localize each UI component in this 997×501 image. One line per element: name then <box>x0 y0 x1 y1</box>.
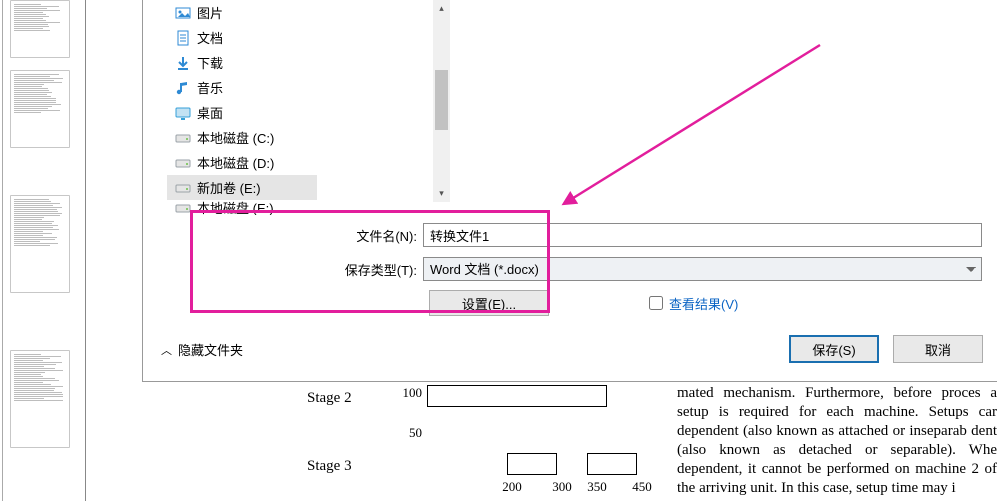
cancel-button[interactable]: 取消 <box>893 335 983 363</box>
hide-folders-toggle[interactable]: ︿ 隐藏文件夹 <box>161 340 243 359</box>
tree-item-label: 本地磁盘 (E:) <box>197 200 274 215</box>
tree-item-label: 音乐 <box>197 78 223 97</box>
music-icon <box>175 80 191 96</box>
save-as-dialog: 图片文档下载音乐桌面本地磁盘 (C:) 本地磁盘 (D:) 新加卷 (E:) 本地磁盘… <box>142 0 997 382</box>
view-result-box[interactable] <box>649 296 663 310</box>
download-icon <box>175 55 191 71</box>
filetype-label: 保存类型(T): <box>323 260 423 279</box>
tree-item-disk[interactable]: 本地磁盘 (C:) <box>167 125 317 150</box>
scroll-up-icon[interactable]: ▴ <box>433 0 450 17</box>
pdf-thumbnail-strip[interactable] <box>0 0 86 501</box>
tree-item-label: 下载 <box>197 53 223 72</box>
disk-icon <box>175 200 191 215</box>
stage-label: Stage 3 <box>307 458 352 475</box>
tree-item-label: 桌面 <box>197 103 223 122</box>
x-tick: 200 <box>497 479 527 495</box>
x-tick: 300 <box>547 479 577 495</box>
tree-item-label: 新加卷 (E:) <box>197 178 261 197</box>
tree-item-label: 图片 <box>197 3 223 22</box>
gantt-bar <box>427 385 607 407</box>
desktop-icon <box>175 105 191 121</box>
tree-item-label: 文档 <box>197 28 223 47</box>
folder-tree[interactable]: 图片文档下载音乐桌面本地磁盘 (C:) 本地磁盘 (D:) 新加卷 (E:) 本地磁盘… <box>167 0 317 215</box>
hide-folders-label: 隐藏文件夹 <box>178 340 243 359</box>
page-thumbnail[interactable] <box>10 350 70 448</box>
x-tick: 350 <box>582 479 612 495</box>
gantt-bar <box>507 453 557 475</box>
tree-item-disk[interactable]: 新加卷 (E:) <box>167 175 317 200</box>
page-thumbnail[interactable] <box>10 70 70 148</box>
document-icon <box>175 30 191 46</box>
gantt-figure: Stage 2 100 50 Stage 3 200 300 350 450 <box>307 375 667 495</box>
doc-para-2: mated mechanism. Furthermore, before pro… <box>677 384 997 498</box>
scroll-thumb[interactable] <box>435 70 448 130</box>
view-result-label: 查看结果(V) <box>669 294 738 313</box>
stage-row: Stage 210050 <box>307 385 667 417</box>
chevron-up-icon: ︿ <box>161 342 172 358</box>
stage-label: Stage 2 <box>307 390 352 407</box>
disk-icon <box>175 130 191 146</box>
filename-input[interactable] <box>423 223 982 247</box>
settings-button[interactable]: 设置(E)... <box>429 290 549 316</box>
tree-item-disk[interactable]: 本地磁盘 (D:) <box>167 150 317 175</box>
tree-item-download[interactable]: 下载 <box>167 50 317 75</box>
filetype-select[interactable]: Word 文档 (*.docx) <box>423 257 982 281</box>
filename-label: 文件名(N): <box>323 226 423 245</box>
tree-item-document[interactable]: 文档 <box>167 25 317 50</box>
tree-item-desktop[interactable]: 桌面 <box>167 100 317 125</box>
tree-item-label: 本地磁盘 (D:) <box>197 153 274 172</box>
save-button[interactable]: 保存(S) <box>789 335 879 363</box>
gantt-bar <box>587 453 637 475</box>
y-tick: 100 <box>392 385 422 401</box>
picture-icon <box>175 5 191 21</box>
scroll-down-icon[interactable]: ▾ <box>433 185 450 202</box>
tree-item-picture[interactable]: 图片 <box>167 0 317 25</box>
tree-item-music[interactable]: 音乐 <box>167 75 317 100</box>
y-tick: 50 <box>392 425 422 441</box>
disk-icon <box>175 155 191 171</box>
page-thumbnail[interactable] <box>10 0 70 58</box>
tree-item-disk[interactable]: 本地磁盘 (E:) <box>167 200 317 215</box>
page-thumbnail[interactable] <box>10 195 70 293</box>
x-tick: 450 <box>627 479 657 495</box>
disk-icon <box>175 180 191 196</box>
tree-item-label: 本地磁盘 (C:) <box>197 128 274 147</box>
stage-row: Stage 3 <box>307 453 667 485</box>
view-result-checkbox[interactable]: 查看结果(V) <box>649 294 738 313</box>
tree-scrollbar[interactable]: ▴ ▾ <box>433 0 450 202</box>
